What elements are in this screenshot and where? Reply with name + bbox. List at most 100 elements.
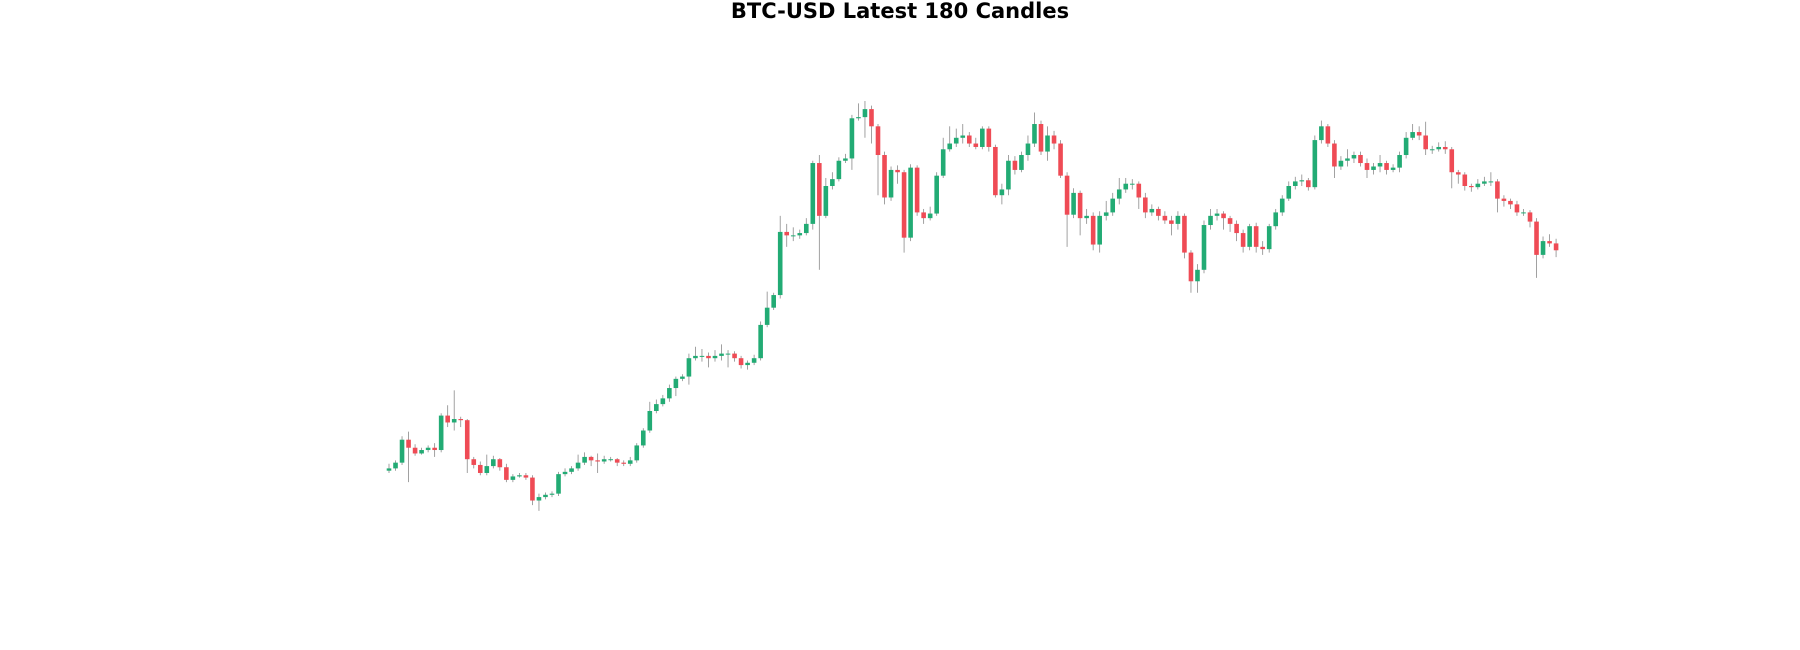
- candle-body: [803, 223, 809, 234]
- candle-body: [712, 355, 718, 359]
- candle-body: [517, 475, 522, 477]
- candle-body: [1553, 243, 1559, 251]
- candle-body: [1188, 252, 1194, 282]
- candle-body: [1116, 189, 1122, 199]
- candle-body: [595, 460, 600, 462]
- candle-body: [1097, 215, 1102, 245]
- candle-body: [1292, 181, 1298, 187]
- candle-body: [575, 462, 581, 469]
- candle-body: [1319, 126, 1324, 141]
- candle-body: [986, 128, 992, 147]
- candle-body: [608, 459, 613, 461]
- candle-body: [980, 128, 985, 147]
- candle-body: [784, 231, 790, 236]
- candle-body: [588, 456, 594, 461]
- candle-body: [1501, 198, 1507, 201]
- candle-body: [1312, 140, 1318, 188]
- candle-body: [1123, 183, 1129, 190]
- candle-body: [393, 462, 398, 469]
- candle-body: [1253, 226, 1259, 247]
- candle-body: [1266, 226, 1272, 250]
- candle-body: [960, 135, 966, 138]
- candle-body: [523, 475, 529, 478]
- candle-body: [1169, 220, 1174, 224]
- candle-body: [1371, 166, 1376, 170]
- candle-body: [823, 186, 829, 216]
- candle-body: [1410, 132, 1415, 138]
- candle-body: [908, 167, 913, 238]
- candle-body: [940, 149, 946, 176]
- candle-body: [484, 466, 490, 473]
- candle-body: [471, 459, 477, 465]
- candle-body: [1084, 215, 1089, 219]
- candle-body: [686, 358, 692, 377]
- candle-body: [1540, 241, 1546, 255]
- candle-body: [817, 163, 822, 216]
- candle-body: [1227, 218, 1233, 224]
- candle-body: [953, 137, 959, 144]
- candle-body: [680, 376, 685, 379]
- candle-body: [412, 447, 418, 454]
- candle-body: [1345, 158, 1350, 161]
- candle-body: [627, 460, 633, 464]
- candle-body: [1279, 198, 1285, 213]
- candle-body: [1247, 226, 1252, 247]
- candle-body: [549, 493, 555, 495]
- candle-body: [654, 404, 659, 411]
- candle-body: [1032, 124, 1037, 144]
- candle-body: [738, 358, 744, 366]
- candle-body: [1488, 181, 1494, 183]
- candle-body: [1384, 163, 1389, 170]
- candle-body: [836, 160, 842, 180]
- candle-body: [764, 307, 770, 325]
- candle-body: [1469, 186, 1474, 188]
- candle-body: [1071, 192, 1076, 215]
- candle-body: [1077, 192, 1083, 219]
- candle-body: [1416, 132, 1422, 136]
- candle-body: [1273, 212, 1279, 227]
- candle-body: [1025, 143, 1031, 156]
- candle-body: [445, 415, 450, 423]
- candle-body: [1377, 163, 1383, 167]
- candle-body: [1006, 160, 1011, 190]
- candle-body: [614, 459, 620, 463]
- candle-body: [1534, 221, 1539, 255]
- candle-body: [1527, 212, 1533, 222]
- candle-body: [673, 378, 679, 389]
- candle-body: [1038, 124, 1044, 152]
- candle-body: [1514, 204, 1520, 213]
- candle-body: [1234, 223, 1239, 234]
- candle-body: [888, 169, 894, 198]
- chart-title: BTC-USD Latest 180 Candles: [731, 0, 1069, 23]
- candle-body: [1162, 215, 1168, 221]
- candle-body: [530, 477, 535, 501]
- candle-body: [1442, 146, 1448, 150]
- candle-body: [1182, 215, 1187, 253]
- candle-body: [830, 179, 835, 187]
- candle-body: [667, 388, 672, 399]
- candle-body: [1051, 135, 1057, 144]
- candle-body: [582, 456, 587, 463]
- candle-body: [491, 459, 496, 467]
- candle-body: [536, 497, 542, 501]
- candle-body: [732, 353, 737, 359]
- candle-body: [1110, 198, 1116, 213]
- candle-body: [1143, 197, 1148, 213]
- candle-body: [1547, 241, 1552, 244]
- candle-body: [725, 353, 731, 355]
- candle-body: [621, 462, 627, 464]
- candle-body: [921, 212, 926, 219]
- candle-body: [993, 146, 998, 196]
- candle-body: [901, 172, 907, 238]
- candle-body: [1214, 213, 1220, 216]
- candle-body: [849, 118, 855, 159]
- candle-body: [1136, 183, 1142, 198]
- candle-body: [1129, 183, 1135, 185]
- candle-body: [719, 353, 724, 356]
- candle-body: [406, 439, 411, 448]
- candle-body: [1436, 146, 1442, 150]
- candle-body: [1195, 269, 1200, 282]
- candle-body: [432, 447, 437, 451]
- candle-body: [1299, 180, 1305, 182]
